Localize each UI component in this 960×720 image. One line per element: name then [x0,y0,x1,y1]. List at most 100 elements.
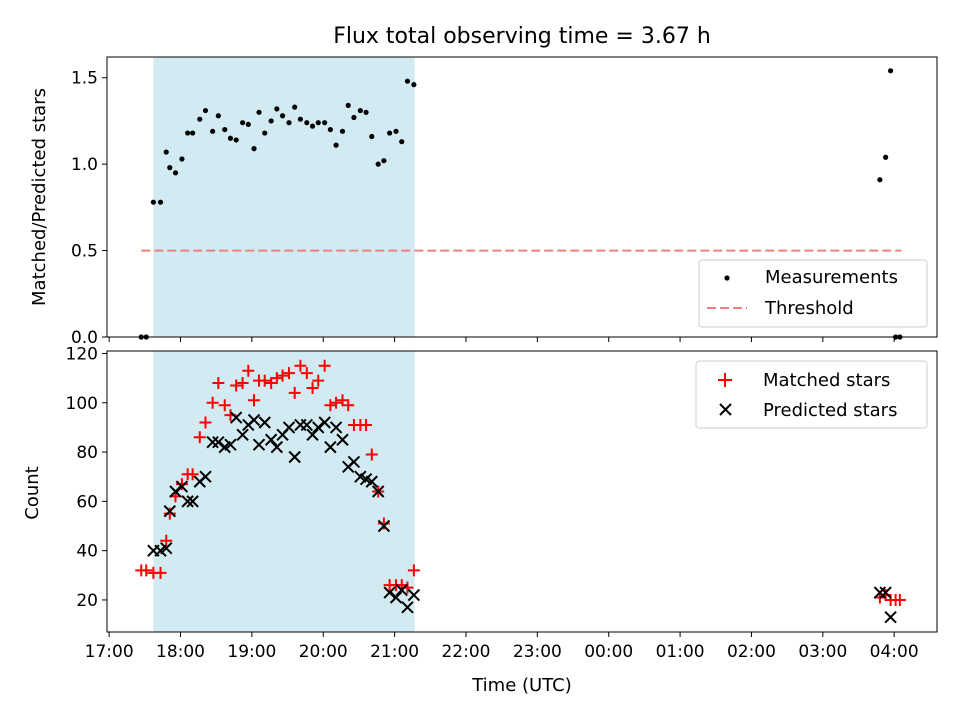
measurement-point [387,130,393,136]
bottom-axes: 20 40 60 80 100 120 17:00 18:00 19:00 20:00 21:00 2… [22,344,938,696]
bottom-band-rect [153,351,415,632]
top-legend: Measurements Threshold [698,259,928,328]
predicted-stars-point [258,416,271,429]
measurement-point [227,135,234,141]
predicted-stars-point [252,438,266,451]
measurement-point [404,78,411,84]
legend-predicted-label: Predicted stars [763,400,897,421]
predicted-stars-point [312,421,325,434]
top-y-tick-label: 0.0 [71,328,98,348]
measurement-point [172,170,179,176]
x-tick-label: 17:00 [85,642,134,662]
measurement-point [222,126,228,133]
bottom-y-tick-label: 120 [66,344,98,364]
x-tick-label: 19:00 [227,642,276,662]
predicted-stars-point [163,505,177,518]
matched-stars-point [186,468,199,481]
matched-stars-point [312,374,325,387]
measurement-point [888,68,894,74]
measurement-point [185,130,191,136]
predicted-stars-point [169,485,182,498]
predicted-stars-point [336,433,349,446]
measurement-point [304,120,310,126]
matched-stars-point [163,507,176,520]
matched-stars-point [893,593,906,606]
matched-stars-point [324,399,337,412]
bottom-ticks: 20 40 60 80 100 120 17:00 18:00 19:00 20:00 21:00 2… [66,344,919,662]
matched-stars-point [330,396,343,409]
predicted-stars-point [282,421,296,434]
matched-stars-point [276,369,289,382]
legend-matched-marker [718,373,732,387]
predicted-stars-point [318,416,331,429]
x-tick-label: 22:00 [441,642,490,662]
measurement-point [333,142,339,148]
predicted-stars-point [401,601,414,614]
predicted-stars-point [264,433,278,446]
matched-stars-point [230,379,243,392]
matched-stars-point [160,534,173,547]
measurement-point [274,106,280,112]
x-tick-label: 02:00 [727,642,776,662]
predicted-stars-point [873,586,887,599]
measurement-point [215,113,221,119]
measurement-point [411,82,417,88]
predicted-stars-point [377,519,391,533]
measurement-point [150,199,156,205]
bottom-highlight-band [153,351,415,632]
measurement-point [157,199,164,205]
measurement-point [190,130,196,136]
predicted-stars-point [175,480,189,493]
matched-stars-point [242,364,255,377]
measurement-point [381,158,387,164]
measurement-point [233,137,239,143]
top-y-tick-label: 1.5 [71,69,98,89]
predicted-stars-point [407,588,421,602]
measurement-point [279,113,286,119]
bottom-y-tick-label: 60 [76,492,98,512]
matched-stars-point [318,359,331,372]
measurement-point [351,114,357,121]
measurement-point [369,133,375,140]
predicted-stars-point [371,485,385,498]
measurement-point [292,104,298,110]
measurement-point [202,107,209,114]
bottom-y-tick-label: 20 [76,591,98,611]
measurement-point [210,128,216,134]
chart-title: Flux total observing time = 3.67 h [333,24,711,49]
predicted-stars-point [199,470,212,483]
measurement-point [251,146,257,152]
measurement-point [399,139,405,145]
matched-stars-point [140,564,153,577]
measurement-point [309,123,316,129]
measurement-point [375,161,381,167]
measurement-point [163,149,169,155]
bottom-y-tick-label: 40 [76,542,98,562]
top-band-rect [153,57,415,337]
predicted-stars-point [229,411,243,424]
predicted-stars-point [884,611,897,624]
measurement-point [297,116,304,122]
measurement-point [883,154,889,160]
predicted-stars-point [288,450,301,464]
measurement-point [322,120,328,126]
measurement-point [268,118,274,124]
legend-matched-label: Matched stars [763,370,890,391]
x-tick-label: 18:00 [156,642,205,662]
bottom-y-tick-label: 100 [66,394,98,414]
predicted-stars-point [206,435,219,449]
measurement-point [357,107,363,114]
predicted-stars-point [236,428,249,442]
top-y-axis-label: Matched/Predicted stars [29,88,50,306]
predicted-stars-point [365,475,378,488]
top-highlight-band [153,57,415,337]
top-marks [138,68,903,340]
matched-stars-point [300,367,313,380]
measurement-point [245,121,251,128]
predicted-stars-point [329,421,343,434]
x-tick-label: 03:00 [798,642,847,662]
measurement-point [315,120,321,126]
x-tick-label: 20:00 [299,642,348,662]
x-tick-label: 00:00 [584,642,633,662]
